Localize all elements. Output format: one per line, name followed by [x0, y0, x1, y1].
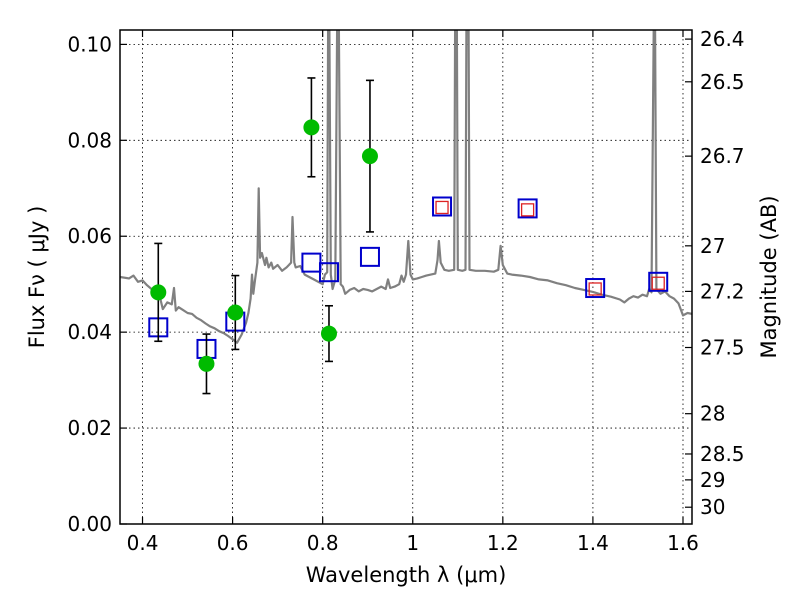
y2-tick-label: 27.2: [700, 279, 745, 303]
model-square-blue: [585, 278, 606, 299]
spectrum-line: [120, 30, 692, 344]
x-tick-label: 0.8: [307, 531, 339, 555]
y2-tick-label: 26.5: [700, 70, 745, 94]
x-tick-label: 1.2: [487, 531, 519, 555]
model-square-blue: [359, 246, 380, 267]
y-tick-label: 0.02: [67, 416, 112, 440]
model-square-blue: [648, 271, 669, 292]
y-tick-label: 0.10: [67, 32, 112, 56]
y-axis-label: Flux Fν ( μJy ): [25, 206, 49, 349]
markers-layer: [148, 77, 669, 395]
y2-tick-label: 28.5: [700, 442, 745, 466]
y2-tick-label: 26.7: [700, 144, 745, 168]
model-square-red: [520, 203, 535, 217]
observed-point: [150, 284, 167, 301]
y-tick-label: 0.08: [67, 128, 112, 152]
model-square-red: [435, 200, 449, 215]
plot-area: [120, 30, 692, 344]
y2-tick-label: 29: [700, 468, 725, 492]
observed-point: [361, 148, 378, 165]
observed-point: [227, 304, 244, 321]
model-square-red: [588, 282, 602, 296]
y-ticks: 0.00 0.02 0.04 0.06 0.08 0.10: [67, 32, 127, 536]
observed-point: [303, 119, 320, 136]
x-tick-label: 0.6: [217, 531, 249, 555]
observed-point: [198, 355, 215, 372]
model-square-red: [651, 276, 665, 290]
model-square-blue: [432, 196, 453, 217]
x-tick-label: 0.4: [127, 531, 159, 555]
plot-frame: [119, 29, 693, 525]
y2-tick-label: 28: [700, 402, 725, 426]
x-tick-label: 1: [406, 531, 419, 555]
x-axis-label: Wavelength λ (μm): [306, 563, 507, 587]
y2-tick-label: 27: [700, 234, 725, 258]
y2-tick-label: 26.4: [700, 27, 745, 51]
x-tick-label: 1.4: [577, 531, 609, 555]
y2-axis-label: Magnitude (AB): [757, 195, 781, 358]
y2-tick-label: 27.5: [700, 336, 745, 360]
model-square-blue: [318, 262, 339, 283]
x-tick-label: 1.6: [667, 531, 699, 555]
y2-tick-label: 30: [700, 495, 725, 519]
observed-point: [320, 325, 337, 342]
y-tick-label: 0.00: [67, 512, 112, 536]
y-tick-label: 0.04: [67, 320, 112, 344]
y2-ticks: 26.4 26.5 26.7 27 27.2 27.5 28 28.529 30: [685, 27, 745, 519]
x-ticks: 0.4 0.6 0.8 1 1.2 1.4 1.6: [127, 30, 699, 555]
y-tick-label: 0.06: [67, 224, 112, 248]
model-square-blue: [517, 198, 538, 219]
